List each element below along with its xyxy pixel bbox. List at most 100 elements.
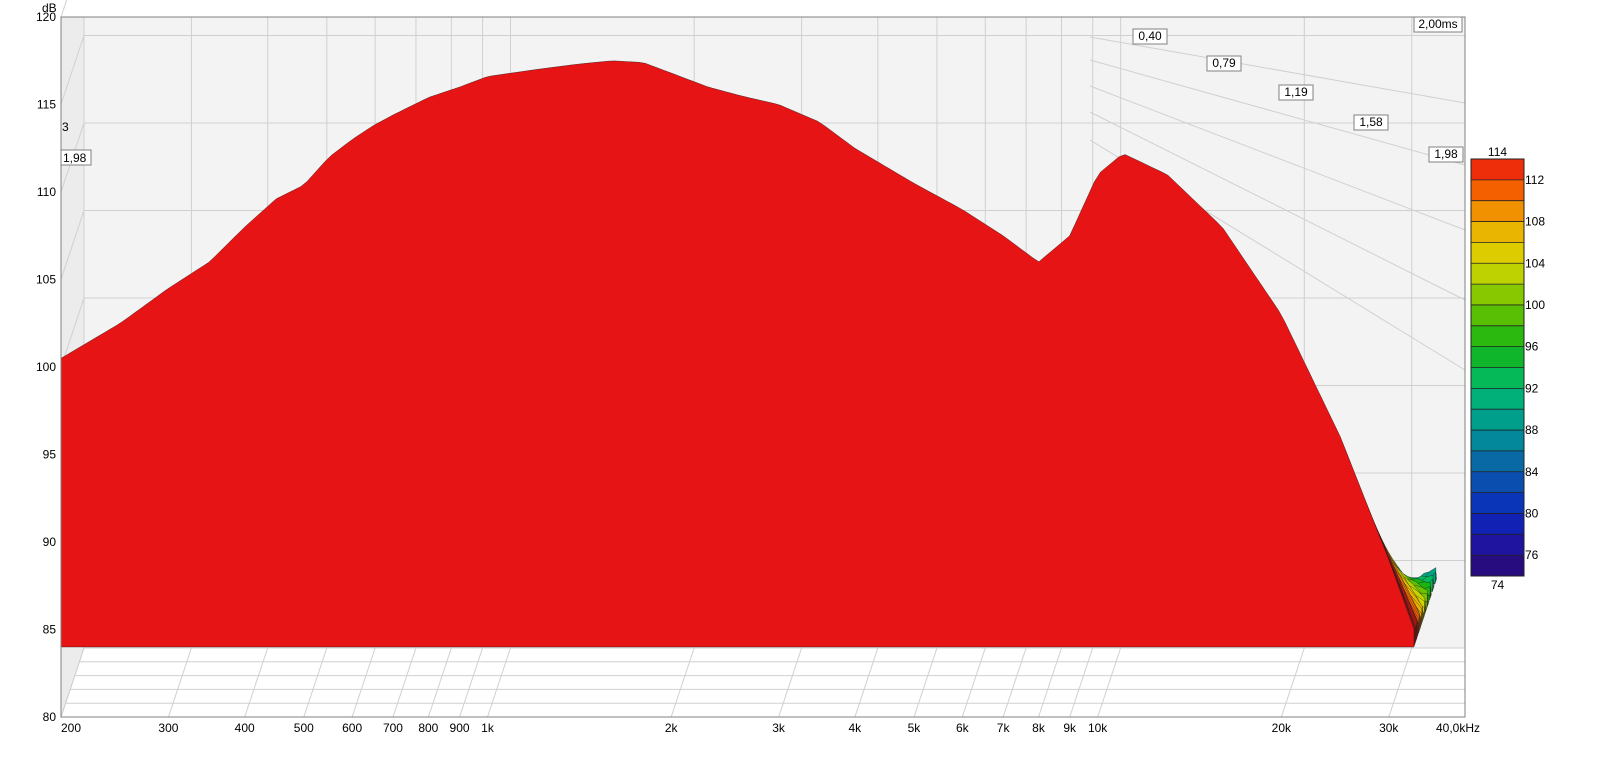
floor-gridline [1388, 647, 1413, 718]
x-tick-label: 800 [418, 721, 438, 735]
x-tick-label: 7k [997, 721, 1011, 735]
time-label-text: 1,98 [63, 151, 87, 165]
time-label: 2,00ms [1413, 16, 1463, 33]
time-plane-gridline [1089, 111, 1466, 301]
floor-gridline [1038, 647, 1062, 718]
time-label-text: 1,58 [1359, 115, 1383, 129]
x-tick-label: 500 [294, 721, 314, 735]
db-wall-gridline [60, 297, 85, 368]
y-tick-label: 95 [43, 448, 57, 462]
y-tick-label: 85 [43, 623, 57, 637]
colorbar-tick-label: 100 [1525, 298, 1545, 312]
colorbar-band [1471, 555, 1524, 577]
colorbar-tick-label: 84 [1525, 465, 1539, 479]
time-axis-labels: 0,40 0,79 1,19 1,58 1,98 2,00ms 3 1,98 [60, 16, 1464, 166]
colorbar-band [1471, 450, 1524, 473]
floor-gridline [244, 647, 269, 718]
waterfall-slice [61, 60, 1415, 648]
colorbar-band [1471, 159, 1524, 181]
db-wall-gridline [60, 210, 85, 280]
x-tick-label: 900 [450, 721, 470, 735]
colorbar-band [1471, 513, 1524, 535]
x-tick-label: 200 [61, 721, 81, 735]
y-unit-label: dB [42, 1, 57, 15]
colorbar-tick-label: 108 [1525, 215, 1545, 229]
x-tick-label: 1k [481, 721, 495, 735]
time-label-box [1278, 84, 1314, 101]
time-label: 0,40 [1132, 28, 1168, 45]
colorbar-band [1471, 325, 1524, 348]
time-label: 1,19 [1278, 84, 1314, 101]
floor-gridline [1002, 647, 1027, 718]
colorbar-max-label: 114 [1488, 145, 1507, 159]
colorbar-band [1471, 221, 1524, 243]
floor-gridline [351, 647, 376, 718]
time-label-box [1428, 146, 1464, 163]
floor-gridline [427, 647, 452, 718]
x-tick-label: 600 [342, 721, 362, 735]
waterfall-slices [61, 60, 1437, 648]
colorbar-border [1470, 158, 1525, 577]
colorbar-band [1471, 284, 1524, 306]
floor-gridline [913, 647, 938, 718]
db-wall-gridline [60, 0, 68, 18]
plot-frame [60, 16, 1466, 718]
y-tick-label: 80 [43, 710, 57, 724]
time-label-text: 0,40 [1138, 29, 1162, 43]
y-tick-label: 105 [36, 273, 56, 287]
time-plane-gridline [1089, 85, 1466, 231]
colorbar-band [1471, 367, 1524, 389]
x-tick-label: 6k [956, 721, 970, 735]
time-label-text: 1,19 [1284, 85, 1308, 99]
floor-gridline [167, 647, 192, 718]
colorbar-band [1471, 200, 1524, 223]
colorbar-tick-label: 80 [1525, 506, 1539, 520]
time-label-box [1132, 28, 1168, 45]
colorbar-band [1471, 242, 1524, 264]
y-axis-unit: dB [42, 1, 57, 15]
colorbar-tick-label: 92 [1525, 381, 1539, 395]
time-label-text: 1,98 [1434, 147, 1458, 161]
time-label-text: 2,00ms [1418, 17, 1457, 31]
floor-plane [61, 648, 1465, 717]
x-tick-label: 2k [665, 721, 679, 735]
colorbar-band [1471, 346, 1524, 368]
x-tick-label: 40,0kHz [1436, 721, 1480, 735]
colorbar-tick-label: 104 [1525, 256, 1545, 270]
y-tick-label: 90 [43, 535, 57, 549]
y-tick-label: 120 [36, 10, 56, 24]
x-tick-label: 3k [772, 721, 786, 735]
floor-gridline [392, 647, 417, 718]
floor-gridline [1097, 647, 1122, 718]
x-tick-label: 8k [1032, 721, 1046, 735]
colorbar-tick-label: 76 [1525, 548, 1539, 562]
y-axis-ticks: 80 85 90 95 100 105 110 115 120 [36, 10, 56, 724]
floor-gridline [670, 647, 695, 718]
plot-border [60, 16, 1466, 718]
floor-gridline [459, 647, 484, 718]
x-tick-label: 20k [1272, 721, 1292, 735]
y-tick-label: 115 [37, 98, 56, 112]
colorbar-min-label: 74 [1491, 578, 1505, 592]
colorbar-tick-label: 112 [1525, 173, 1544, 187]
x-tick-label: 5k [908, 721, 922, 735]
colorbar-band [1471, 388, 1524, 410]
colorbar-band [1471, 263, 1524, 285]
colorbar-tick-label: 96 [1525, 340, 1539, 354]
colorbar-band [1471, 492, 1524, 514]
left-edge-time-label: 3 [62, 120, 69, 134]
floor-gridline [303, 647, 328, 718]
time-label-box [1353, 114, 1389, 131]
time-label-text: 0,79 [1212, 56, 1236, 70]
colorbar-band [1471, 409, 1524, 431]
y-tick-label: 100 [36, 360, 56, 374]
colorbar-band [1471, 430, 1524, 452]
time-label-box [1413, 16, 1463, 33]
floor-gridline [854, 647, 879, 718]
time-plane-gridline [1089, 36, 1466, 104]
time-label-box [1206, 55, 1242, 72]
x-tick-label: 10k [1088, 721, 1108, 735]
colorbar-band [1471, 304, 1524, 327]
